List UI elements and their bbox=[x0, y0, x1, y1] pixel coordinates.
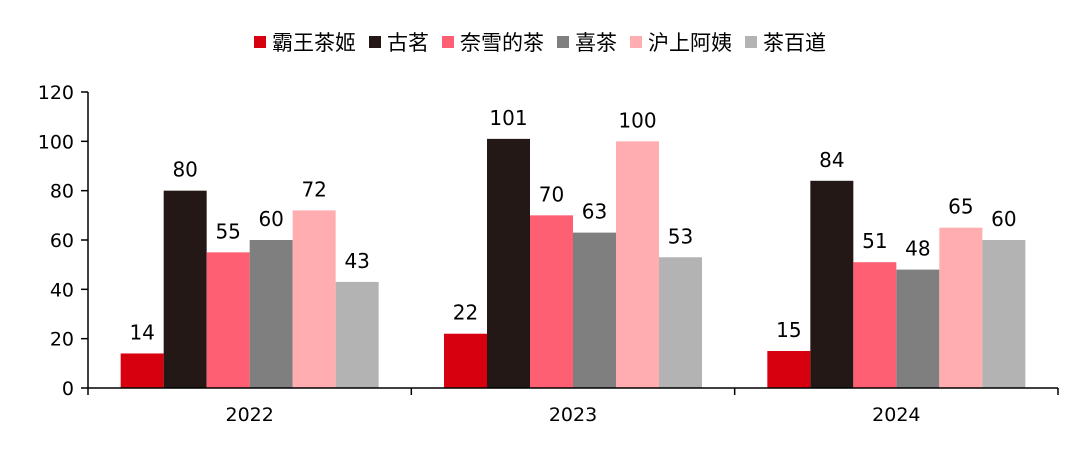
bar-沪上阿姨-2022 bbox=[292, 210, 336, 388]
legend-label: 霸王茶姬 bbox=[272, 31, 356, 55]
legend-label: 沪上阿姨 bbox=[648, 31, 732, 55]
bar-沪上阿姨-2023 bbox=[616, 141, 659, 388]
y-tick-label: 20 bbox=[50, 329, 74, 351]
data-label: 63 bbox=[582, 200, 607, 224]
data-label: 53 bbox=[668, 224, 693, 248]
data-label: 80 bbox=[172, 158, 197, 182]
axes: 0 20 40 60 80 100 120 2022 2023 2024 bbox=[38, 82, 1059, 426]
bar-奈雪的茶-2022 bbox=[206, 252, 250, 388]
bar-古茗-2024 bbox=[810, 180, 854, 388]
data-label: 14 bbox=[129, 320, 154, 344]
data-label: 72 bbox=[301, 177, 326, 201]
bar-奈雪的茶-2024 bbox=[853, 262, 897, 388]
bar-喜茶-2024 bbox=[896, 269, 940, 388]
data-label: 60 bbox=[991, 207, 1016, 231]
data-label: 100 bbox=[618, 108, 656, 132]
bar-茶百道-2023 bbox=[659, 257, 702, 388]
bar-霸王茶姬-2024 bbox=[767, 351, 811, 388]
bar-霸王茶姬-2022 bbox=[120, 353, 164, 388]
bar-茶百道-2024 bbox=[982, 240, 1026, 388]
legend-label: 奈雪的茶 bbox=[460, 31, 544, 55]
data-label: 84 bbox=[819, 148, 844, 172]
y-tick-label: 80 bbox=[50, 181, 74, 203]
legend: 霸王茶姬 古茗 奈雪的茶 喜茶 沪上阿姨 茶百道 bbox=[254, 31, 826, 55]
y-tick-label: 60 bbox=[50, 230, 74, 252]
data-label: 43 bbox=[344, 249, 369, 273]
y-tick-label: 0 bbox=[62, 378, 74, 400]
data-label: 101 bbox=[489, 106, 527, 130]
data-label: 48 bbox=[905, 237, 930, 261]
legend-swatch bbox=[630, 36, 642, 48]
bars bbox=[120, 138, 1026, 388]
bar-霸王茶姬-2023 bbox=[444, 333, 487, 388]
bar-古茗-2023 bbox=[487, 138, 530, 388]
bar-沪上阿姨-2024 bbox=[939, 227, 983, 388]
data-label: 15 bbox=[776, 318, 801, 342]
y-tick-label: 40 bbox=[50, 279, 74, 301]
legend-swatch bbox=[442, 36, 454, 48]
legend-label: 茶百道 bbox=[763, 31, 826, 55]
bar-喜茶-2022 bbox=[249, 240, 293, 388]
data-label: 70 bbox=[539, 182, 564, 206]
legend-swatch bbox=[254, 36, 266, 48]
data-label: 22 bbox=[453, 301, 478, 325]
data-label: 60 bbox=[258, 207, 283, 231]
data-labels: 14 22 15 80 101 84 55 70 51 60 63 48 72 100 65 43 53 60 bbox=[129, 106, 1016, 345]
data-label: 51 bbox=[862, 229, 887, 253]
y-tick-label: 120 bbox=[38, 82, 74, 104]
bar-奈雪的茶-2023 bbox=[530, 215, 573, 388]
data-label: 65 bbox=[948, 195, 973, 219]
x-tick-label: 2023 bbox=[549, 404, 597, 426]
data-label: 55 bbox=[215, 219, 240, 243]
legend-label: 古茗 bbox=[387, 31, 429, 55]
bar-古茗-2022 bbox=[163, 190, 207, 388]
y-tick-label: 100 bbox=[38, 131, 74, 153]
bar-喜茶-2023 bbox=[573, 232, 616, 388]
legend-swatch bbox=[369, 36, 381, 48]
x-tick-label: 2024 bbox=[872, 404, 920, 426]
legend-label: 喜茶 bbox=[575, 31, 617, 55]
legend-swatch bbox=[557, 36, 569, 48]
legend-swatch bbox=[745, 36, 757, 48]
bar-茶百道-2022 bbox=[335, 281, 379, 388]
x-tick-label: 2022 bbox=[225, 404, 273, 426]
